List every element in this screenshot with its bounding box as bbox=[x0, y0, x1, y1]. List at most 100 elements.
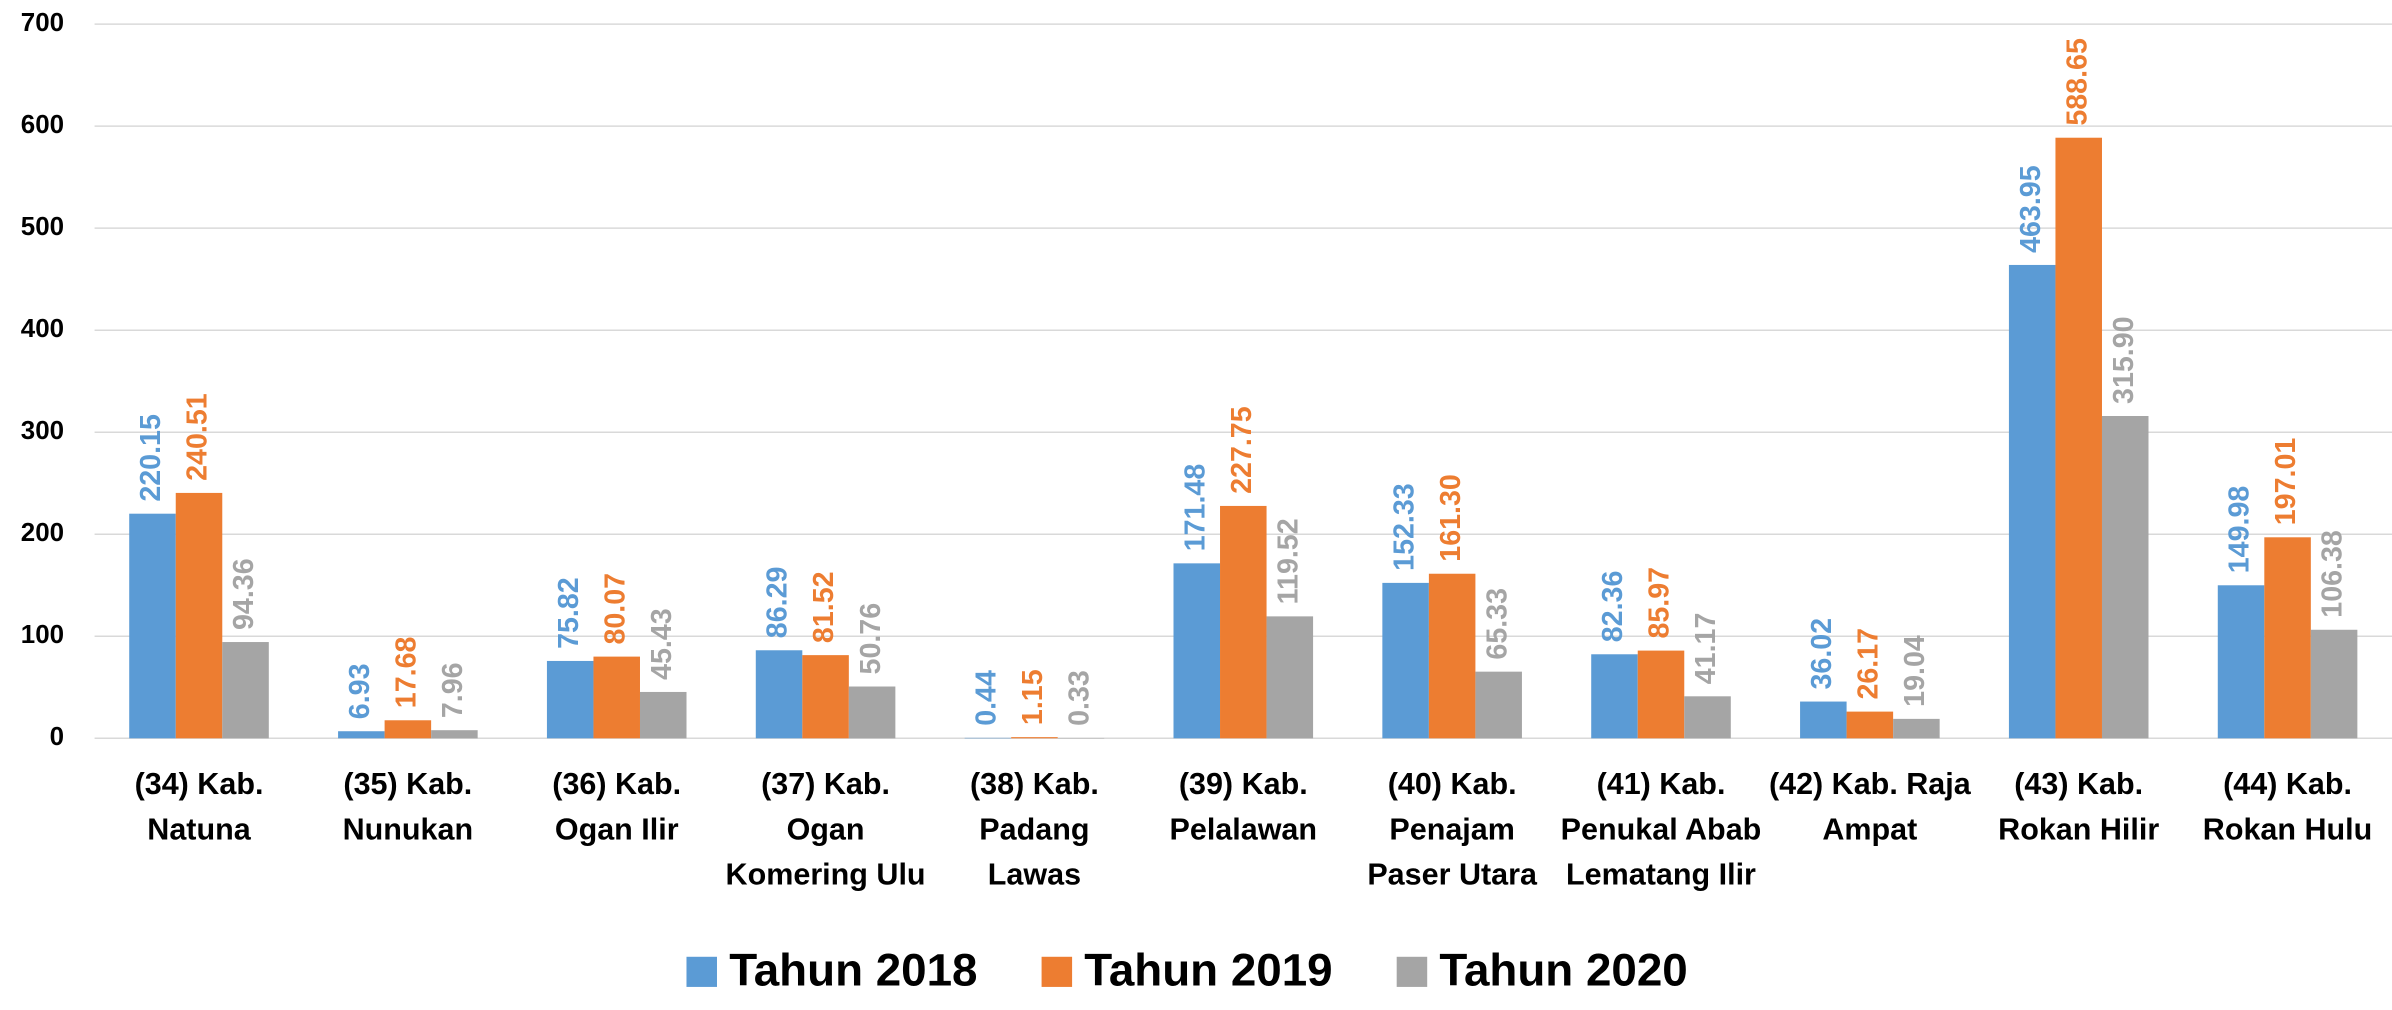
value-label: 1.15 bbox=[1017, 669, 1049, 725]
x-tick-label-box: (41) Kab. Penukal Abab Lematang Ilir bbox=[1557, 762, 1766, 958]
value-label: 82.36 bbox=[1597, 571, 1629, 643]
value-label: 0.33 bbox=[1063, 670, 1095, 726]
value-label: 315.90 bbox=[2108, 316, 2140, 404]
x-tick-label: (36) Kab. Ogan Ilir bbox=[512, 762, 721, 852]
legend-label: Tahun 2019 bbox=[1084, 945, 1332, 996]
value-label: 26.17 bbox=[1852, 628, 1884, 700]
bar bbox=[222, 642, 269, 738]
bar bbox=[2311, 630, 2358, 739]
bar bbox=[1267, 616, 1314, 738]
y-tick-label: 400 bbox=[21, 315, 64, 343]
bar bbox=[338, 731, 385, 738]
value-label: 171.48 bbox=[1179, 464, 1211, 552]
x-tick-label-box: (40) Kab. Penajam Paser Utara bbox=[1348, 762, 1557, 958]
value-label: 149.98 bbox=[2224, 486, 2256, 574]
bar bbox=[176, 493, 223, 738]
value-label: 161.30 bbox=[1435, 474, 1467, 562]
bar bbox=[1173, 563, 1220, 738]
bar bbox=[2055, 138, 2102, 739]
y-tick-label: 200 bbox=[21, 519, 64, 547]
x-tick-label: (39) Kab. Pelalawan bbox=[1139, 762, 1348, 852]
bar bbox=[1591, 654, 1638, 738]
x-tick-label-box: (39) Kab. Pelalawan bbox=[1139, 762, 1348, 958]
value-label: 197.01 bbox=[2270, 438, 2302, 526]
value-label: 17.68 bbox=[390, 637, 422, 709]
value-label: 94.36 bbox=[228, 558, 260, 630]
x-tick-label-box: (35) Kab. Nunukan bbox=[303, 762, 512, 958]
value-label: 45.43 bbox=[646, 608, 678, 680]
x-tick-label: (35) Kab. Nunukan bbox=[303, 762, 512, 852]
bar bbox=[1220, 506, 1267, 738]
bar bbox=[1382, 583, 1429, 738]
bar bbox=[593, 657, 640, 739]
value-label: 119.52 bbox=[1272, 518, 1304, 604]
value-label: 6.93 bbox=[344, 663, 376, 719]
bar bbox=[385, 720, 432, 738]
value-label: 220.15 bbox=[135, 414, 167, 502]
x-tick-label-box: (34) Kab. Natuna bbox=[95, 762, 304, 958]
bar bbox=[1011, 737, 1058, 738]
bar bbox=[2102, 416, 2149, 738]
bar bbox=[849, 687, 896, 739]
value-label: 41.17 bbox=[1690, 613, 1722, 685]
bar bbox=[640, 692, 687, 738]
bar bbox=[2009, 265, 2056, 738]
value-label: 75.82 bbox=[553, 577, 585, 649]
x-tick-label-box: (38) Kab. Padang Lawas bbox=[930, 762, 1139, 958]
value-label: 7.96 bbox=[437, 662, 469, 718]
bar bbox=[1800, 702, 1847, 739]
value-label: 106.38 bbox=[2317, 530, 2349, 618]
value-label: 81.52 bbox=[808, 571, 840, 643]
value-label: 65.33 bbox=[1481, 588, 1513, 660]
x-tick-label: (38) Kab. Padang Lawas bbox=[930, 762, 1139, 898]
x-tick-label: (41) Kab. Penukal Abab Lematang Ilir bbox=[1557, 762, 1766, 898]
x-tick-label: (34) Kab. Natuna bbox=[95, 762, 304, 852]
value-label: 85.97 bbox=[1644, 567, 1676, 639]
y-tick-label: 0 bbox=[50, 723, 64, 751]
value-label: 80.07 bbox=[599, 573, 631, 645]
bar bbox=[2264, 537, 2311, 738]
bar bbox=[1638, 651, 1685, 739]
value-label: 0.44 bbox=[970, 670, 1002, 726]
y-tick-label: 700 bbox=[21, 9, 64, 37]
legend-label: Tahun 2020 bbox=[1439, 945, 1687, 996]
x-tick-label-box: (36) Kab. Ogan Ilir bbox=[512, 762, 721, 958]
bar bbox=[1684, 696, 1731, 738]
bar bbox=[802, 655, 849, 738]
x-tick-label: (37) Kab. Ogan Komering Ulu bbox=[721, 762, 930, 898]
value-label: 588.65 bbox=[2061, 38, 2093, 126]
value-label: 36.02 bbox=[1806, 618, 1838, 690]
bar bbox=[1429, 574, 1476, 739]
bar bbox=[1893, 719, 1940, 738]
bar bbox=[129, 514, 176, 739]
x-tick-label: (43) Kab. Rokan Hilir bbox=[1974, 762, 2183, 852]
x-tick-label-box: (44) Kab. Rokan Hulu bbox=[2183, 762, 2392, 958]
bar bbox=[1475, 672, 1522, 739]
value-label: 50.76 bbox=[855, 603, 887, 675]
value-label: 86.29 bbox=[762, 567, 794, 639]
x-tick-label-box: (42) Kab. Raja Ampat bbox=[1765, 762, 1974, 958]
value-label: 240.51 bbox=[182, 393, 214, 481]
y-tick-label: 100 bbox=[21, 621, 64, 649]
legend-swatch bbox=[686, 957, 717, 987]
bar bbox=[756, 650, 803, 738]
x-tick-label: (44) Kab. Rokan Hulu bbox=[2183, 762, 2392, 852]
x-tick-label: (42) Kab. Raja Ampat bbox=[1765, 762, 1974, 852]
legend-swatch bbox=[1042, 957, 1073, 987]
bar bbox=[1847, 712, 1894, 739]
legend-label: Tahun 2018 bbox=[729, 945, 977, 996]
value-label: 227.75 bbox=[1226, 406, 1258, 494]
y-tick-label: 300 bbox=[21, 417, 64, 445]
x-tick-label-box: (43) Kab. Rokan Hilir bbox=[1974, 762, 2183, 958]
y-tick-label: 500 bbox=[21, 213, 64, 241]
value-label: 19.04 bbox=[1899, 635, 1931, 707]
y-tick-label: 600 bbox=[21, 111, 64, 139]
x-tick-label: (40) Kab. Penajam Paser Utara bbox=[1348, 762, 1557, 898]
legend-swatch bbox=[1397, 957, 1428, 987]
bar bbox=[2218, 585, 2265, 738]
value-label: 152.33 bbox=[1388, 483, 1420, 571]
value-label: 463.95 bbox=[2015, 165, 2047, 253]
bar bbox=[431, 730, 478, 738]
